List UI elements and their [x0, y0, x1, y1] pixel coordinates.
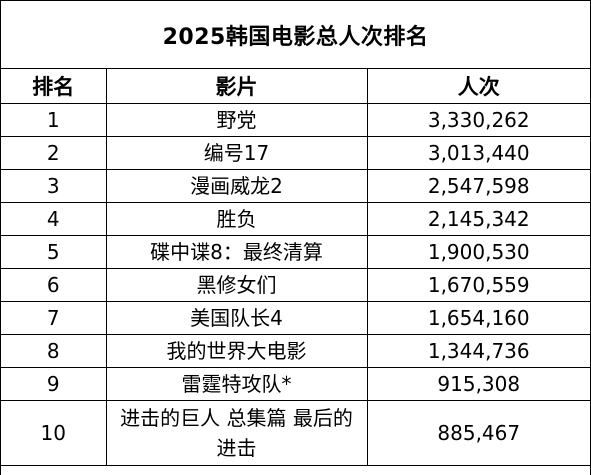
table-row: 8 我的世界大电影 1,344,736 — [1, 334, 590, 368]
table-row: 2 编号17 3,013,440 — [1, 136, 590, 170]
header-rank: 排名 — [1, 69, 107, 104]
admissions-cell: 2,547,598 — [367, 169, 590, 203]
header-admissions: 人次 — [367, 69, 590, 104]
rank-cell: 9 — [1, 367, 107, 401]
table-row: 5 碟中谍8：最终清算 1,900,530 — [1, 235, 590, 269]
admissions-cell: 915,308 — [367, 367, 590, 401]
admissions-cell: 3,330,262 — [367, 103, 590, 137]
header-film: 影片 — [106, 69, 368, 104]
admissions-cell: 1,344,736 — [367, 334, 590, 368]
film-cell: 黑修女们 — [106, 268, 368, 302]
table-title: 2025韩国电影总人次排名 — [1, 1, 590, 69]
film-cell: 美国队长4 — [106, 301, 368, 335]
rank-cell: 3 — [1, 169, 107, 203]
header-row: 排名 影片 人次 — [1, 69, 590, 104]
admissions-cell: 1,670,559 — [367, 268, 590, 302]
film-cell: 胜负 — [106, 202, 368, 236]
rank-cell: 7 — [1, 301, 107, 335]
rank-cell: 6 — [1, 268, 107, 302]
rank-cell: 2 — [1, 136, 107, 170]
table-row: 3 漫画威龙2 2,547,598 — [1, 169, 590, 203]
film-cell: 编号17 — [106, 136, 368, 170]
table-row: 7 美国队长4 1,654,160 — [1, 301, 590, 335]
rank-cell: 1 — [1, 103, 107, 137]
rank-cell: 10 — [1, 400, 107, 466]
table-row: 1 野党 3,330,262 — [1, 103, 590, 137]
admissions-cell: 885,467 — [367, 400, 590, 466]
film-cell: 雷霆特攻队* — [106, 367, 368, 401]
film-cell: 漫画威龙2 — [106, 169, 368, 203]
ranking-table: 排名 影片 人次 1 野党 3,330,262 2 编号17 3,013,440… — [1, 69, 590, 466]
table-row: 6 黑修女们 1,670,559 — [1, 268, 590, 302]
rank-cell: 4 — [1, 202, 107, 236]
admissions-cell: 2,145,342 — [367, 202, 590, 236]
film-cell: 野党 — [106, 103, 368, 137]
admissions-cell: 1,654,160 — [367, 301, 590, 335]
rank-cell: 5 — [1, 235, 107, 269]
rank-cell: 8 — [1, 334, 107, 368]
table-row: 4 胜负 2,145,342 — [1, 202, 590, 236]
table-row: 9 雷霆特攻队* 915,308 — [1, 367, 590, 401]
table-row: 10 进击的巨人 总集篇 最后的进击 885,467 — [1, 400, 590, 466]
film-cell: 进击的巨人 总集篇 最后的进击 — [106, 400, 368, 466]
film-cell: 我的世界大电影 — [106, 334, 368, 368]
admissions-cell: 3,013,440 — [367, 136, 590, 170]
film-cell: 碟中谍8：最终清算 — [106, 235, 368, 269]
admissions-cell: 1,900,530 — [367, 235, 590, 269]
